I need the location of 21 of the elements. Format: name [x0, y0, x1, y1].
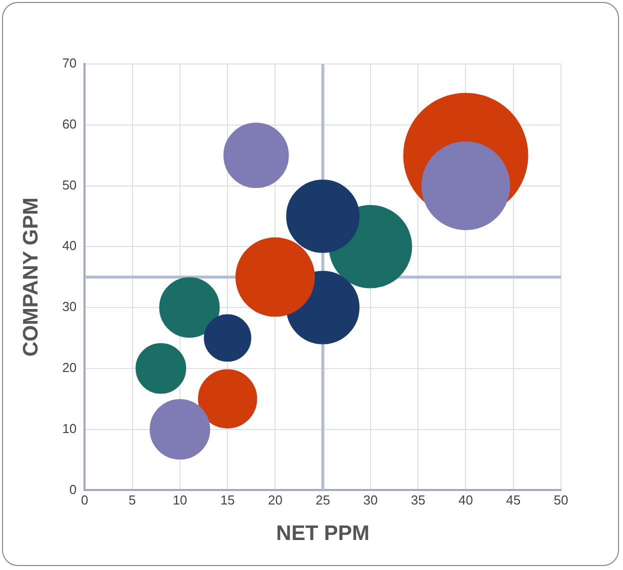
y-tick-label: 30: [62, 299, 77, 314]
x-tick-label: 5: [128, 492, 136, 508]
x-tick-label: 25: [316, 492, 330, 508]
y-tick-label: 0: [69, 482, 77, 497]
y-tick-label: 60: [62, 116, 77, 132]
y-tick-label: 20: [62, 360, 77, 376]
y-tick-label: 40: [62, 238, 77, 254]
y-axis-title: COMPANY GPM: [19, 198, 42, 357]
x-tick-label: 35: [410, 492, 426, 508]
x-tick-label: 45: [506, 492, 521, 508]
x-tick-label: 40: [458, 492, 473, 508]
x-tick-label: 15: [220, 492, 235, 508]
x-tick-label: 50: [554, 492, 568, 508]
x-axis-title: NET PPM: [276, 522, 370, 546]
y-tick-label: 70: [62, 56, 77, 71]
x-tick-label: 30: [363, 492, 378, 508]
x-tick-label: 10: [172, 492, 188, 508]
y-tick-label: 50: [62, 177, 77, 192]
x-tick-label: 20: [268, 492, 282, 508]
y-tick-label: 10: [62, 420, 77, 436]
x-tick-label: 0: [81, 492, 88, 508]
